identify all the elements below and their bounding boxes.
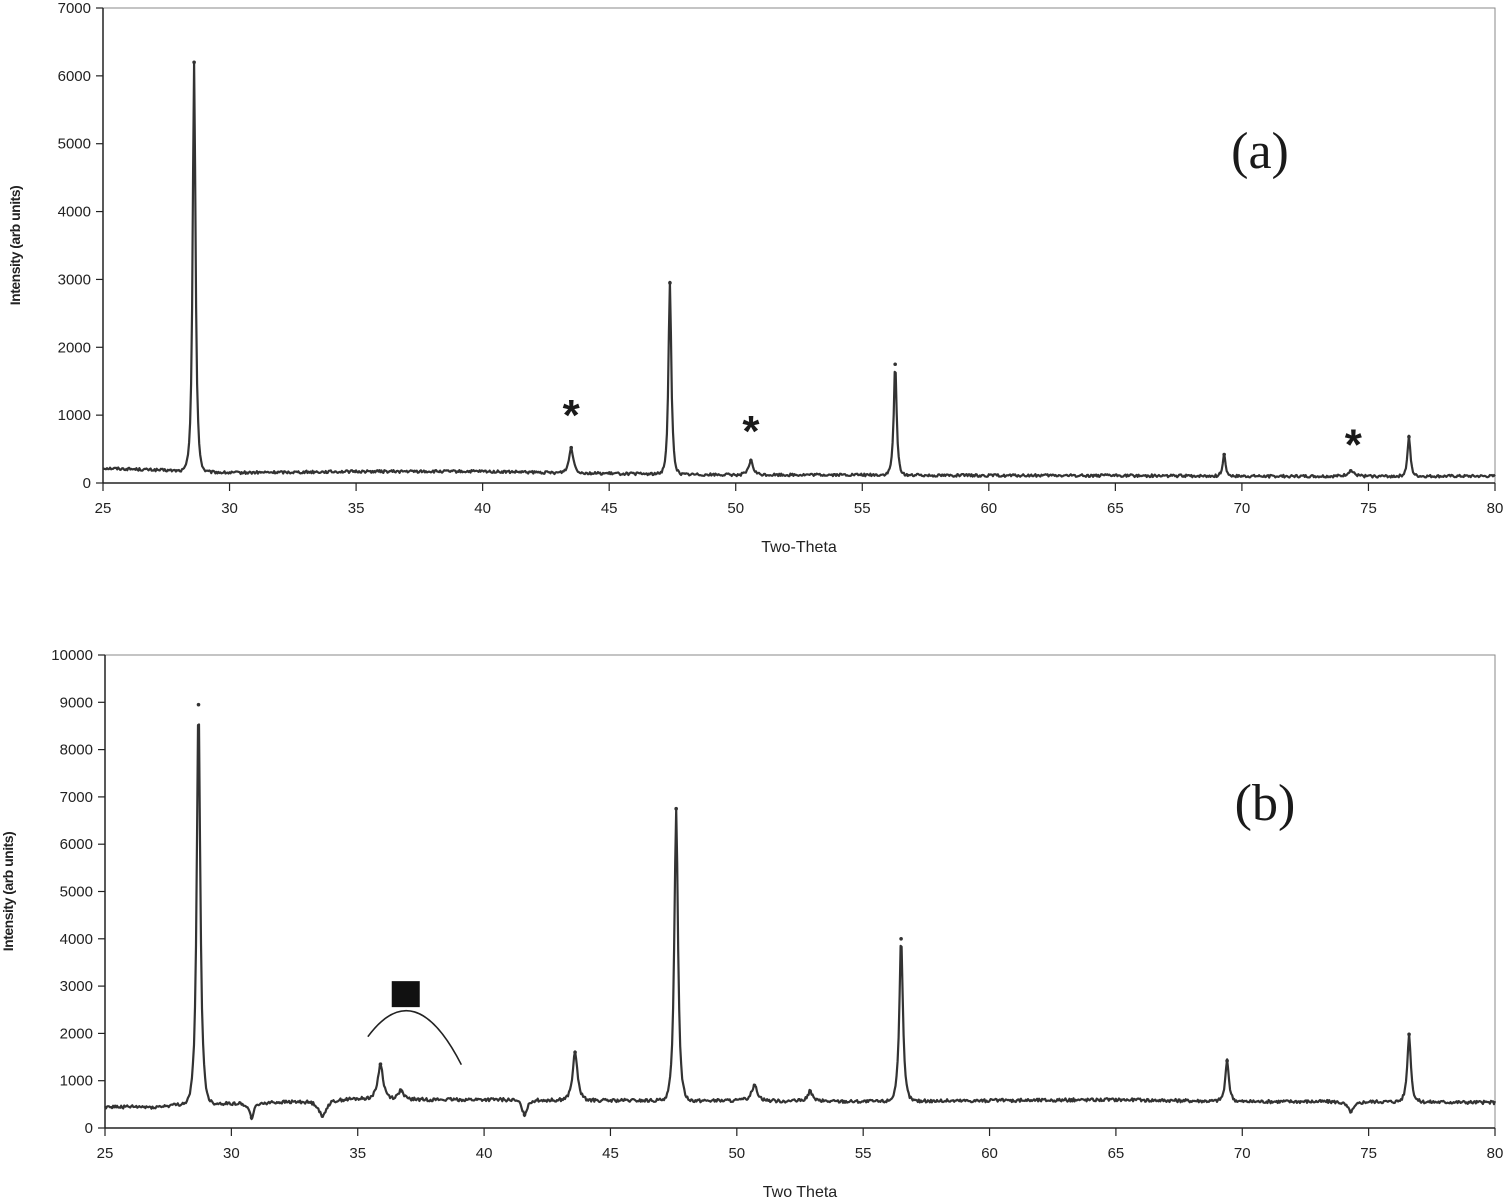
plot-frame [102, 7, 1496, 484]
panel-a: 25 30 35 40 45 50 55 60 65 70 75 80 0 1000 2000 3000 400… [7, 0, 1503, 556]
y-tick-label: 2000 [58, 339, 91, 356]
y-tick-label: 0 [83, 475, 91, 492]
panel-label: (a) [1231, 123, 1289, 180]
peak-point [249, 1115, 254, 1120]
xrd-pattern-line [102, 60, 1496, 479]
peak-point [398, 1088, 403, 1092]
x-tick-label: 80 [1487, 1145, 1504, 1162]
x-tick-label: 50 [727, 500, 744, 517]
x-tick-label: 45 [601, 500, 618, 517]
peak-point [522, 1112, 527, 1117]
x-tick-label: 70 [1234, 500, 1251, 517]
panel-label: (b) [1235, 775, 1296, 832]
y-axis-title: Intensity (arb units) [7, 186, 23, 305]
x-tick-label: 50 [728, 1145, 745, 1162]
y-tick-label: 6000 [60, 836, 93, 853]
peak-point [668, 281, 672, 285]
x-tick-label: 35 [349, 1145, 366, 1162]
y-tick-label: 9000 [60, 694, 93, 711]
x-tick-label: 75 [1360, 1145, 1377, 1162]
x-tick-label: 30 [221, 500, 238, 517]
y-tick-label: 1000 [60, 1073, 93, 1090]
peak-point [1348, 468, 1353, 473]
peak-point [899, 937, 903, 941]
peak-point [1225, 1059, 1229, 1063]
x-axis-title: Two Theta [763, 1184, 838, 1200]
peak-point [749, 458, 753, 463]
peak-point [192, 60, 196, 65]
peak-point [573, 1050, 577, 1055]
x-tick-label: 75 [1360, 500, 1377, 517]
x-tick-label: 65 [1107, 500, 1124, 517]
peak-point [196, 702, 201, 707]
peak-point [674, 806, 678, 811]
y-tick-label: 7000 [60, 789, 93, 806]
xrd-pattern-line [104, 723, 1497, 1121]
y-tick-label: 0 [85, 1120, 93, 1137]
x-tick-label: 55 [855, 1145, 872, 1162]
x-tick-label: 40 [476, 1145, 493, 1162]
y-tick-label: 5000 [58, 136, 91, 153]
peak-annotation-star: * [742, 407, 760, 456]
x-tick-label: 40 [474, 500, 491, 517]
y-tick-label: 4000 [60, 931, 93, 948]
peak-point [752, 1083, 757, 1088]
peak-annotation-star: * [1345, 421, 1363, 470]
x-axis-title: Two-Theta [761, 539, 837, 556]
peak-point [378, 1062, 383, 1066]
x-tick-label: 70 [1234, 1145, 1251, 1162]
x-tick-label: 60 [980, 500, 997, 517]
x-tick-label: 65 [1108, 1145, 1125, 1162]
peak-point [1349, 1109, 1353, 1114]
y-tick-label: 3000 [60, 978, 93, 995]
x-tick-label: 80 [1487, 500, 1504, 517]
x-tick-label: 30 [223, 1145, 240, 1162]
x-tick-label: 60 [981, 1145, 998, 1162]
peak-point [1407, 1032, 1411, 1037]
x-tick-label: 25 [95, 500, 112, 517]
y-tick-label: 2000 [60, 1025, 93, 1042]
y-tick-label: 3000 [58, 271, 91, 288]
peak-point [320, 1114, 325, 1118]
x-tick-label: 45 [602, 1145, 619, 1162]
phase-marker-square [391, 981, 420, 1008]
y-axis-title: Intensity (arb units) [0, 832, 16, 951]
peak-point [808, 1089, 812, 1093]
amorphous-arc [367, 1009, 463, 1066]
x-tick-label: 25 [97, 1145, 114, 1162]
y-tick-label: 7000 [58, 0, 91, 17]
y-tick-label: 5000 [60, 884, 93, 901]
x-tick-label: 35 [348, 500, 365, 517]
peak-point [893, 362, 897, 367]
peak-point [1407, 435, 1411, 439]
y-tick-label: 10000 [51, 647, 93, 664]
y-tick-label: 6000 [58, 68, 91, 85]
plot-frame [104, 654, 1496, 1129]
y-tick-label: 8000 [60, 742, 93, 759]
x-tick-label: 55 [854, 500, 871, 517]
y-tick-label: 1000 [58, 407, 91, 424]
peak-point [569, 445, 574, 450]
peak-point [1222, 452, 1226, 457]
panel-b: 25 30 35 40 45 50 55 60 65 70 75 80 0 1000 2000 3000 400… [0, 647, 1503, 1200]
y-tick-label: 4000 [58, 204, 91, 221]
peak-annotation-star: * [563, 391, 581, 440]
